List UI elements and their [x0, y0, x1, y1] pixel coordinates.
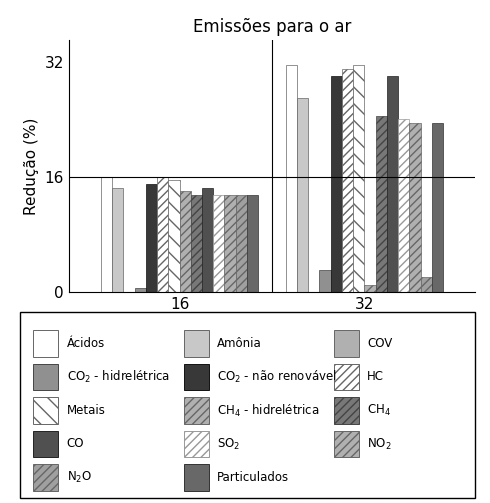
Bar [146, 184, 157, 292]
Text: CO$_2$ - hidrelétrica: CO$_2$ - hidrelétrica [67, 369, 170, 385]
Bar [286, 65, 297, 292]
Bar [398, 119, 409, 292]
Text: CO$_2$ - não renovável: CO$_2$ - não renovável [217, 369, 337, 385]
Bar [33, 397, 58, 424]
Bar [112, 188, 123, 292]
Title: Emissões para o ar: Emissões para o ar [193, 18, 351, 36]
Bar [157, 177, 168, 292]
Bar [135, 288, 146, 292]
Bar [376, 116, 387, 292]
Bar [353, 65, 365, 292]
Bar [319, 270, 331, 292]
Text: NO$_2$: NO$_2$ [368, 437, 392, 452]
Bar [184, 397, 209, 424]
Bar [184, 364, 209, 390]
Text: CH$_4$ - hidrelétrica: CH$_4$ - hidrelétrica [217, 402, 319, 418]
Bar [331, 76, 342, 292]
Text: Metais: Metais [67, 404, 105, 417]
Bar [33, 330, 58, 357]
Bar [342, 69, 353, 292]
Bar [33, 364, 58, 390]
Bar [101, 177, 112, 292]
Bar [224, 195, 236, 292]
Bar [297, 98, 308, 292]
Y-axis label: Redução (%): Redução (%) [24, 117, 39, 215]
Bar [334, 330, 359, 357]
Bar [365, 285, 376, 292]
X-axis label: Taxa de reciclagem (%): Taxa de reciclagem (%) [182, 320, 362, 335]
Bar [387, 76, 398, 292]
Bar [184, 464, 209, 490]
Text: Particulados: Particulados [217, 471, 289, 484]
Bar [334, 397, 359, 424]
Text: CH$_4$: CH$_4$ [368, 403, 391, 418]
Text: Ácidos: Ácidos [67, 337, 105, 350]
Bar [168, 181, 179, 292]
Bar [191, 195, 202, 292]
Text: SO$_2$: SO$_2$ [217, 437, 240, 452]
Bar [409, 123, 420, 292]
Text: Amônia: Amônia [217, 337, 262, 350]
Text: N$_2$O: N$_2$O [67, 470, 92, 485]
Bar [202, 188, 213, 292]
Bar [432, 123, 443, 292]
Bar [247, 195, 258, 292]
Bar [420, 277, 432, 292]
Bar [334, 431, 359, 457]
Bar [179, 191, 191, 292]
Bar [213, 195, 224, 292]
Bar [184, 330, 209, 357]
Text: HC: HC [368, 371, 384, 383]
Bar [236, 195, 247, 292]
Bar [33, 431, 58, 457]
Bar [334, 364, 359, 390]
Text: COV: COV [368, 337, 392, 350]
Bar [33, 464, 58, 490]
Text: CO: CO [67, 438, 84, 451]
Bar [184, 431, 209, 457]
